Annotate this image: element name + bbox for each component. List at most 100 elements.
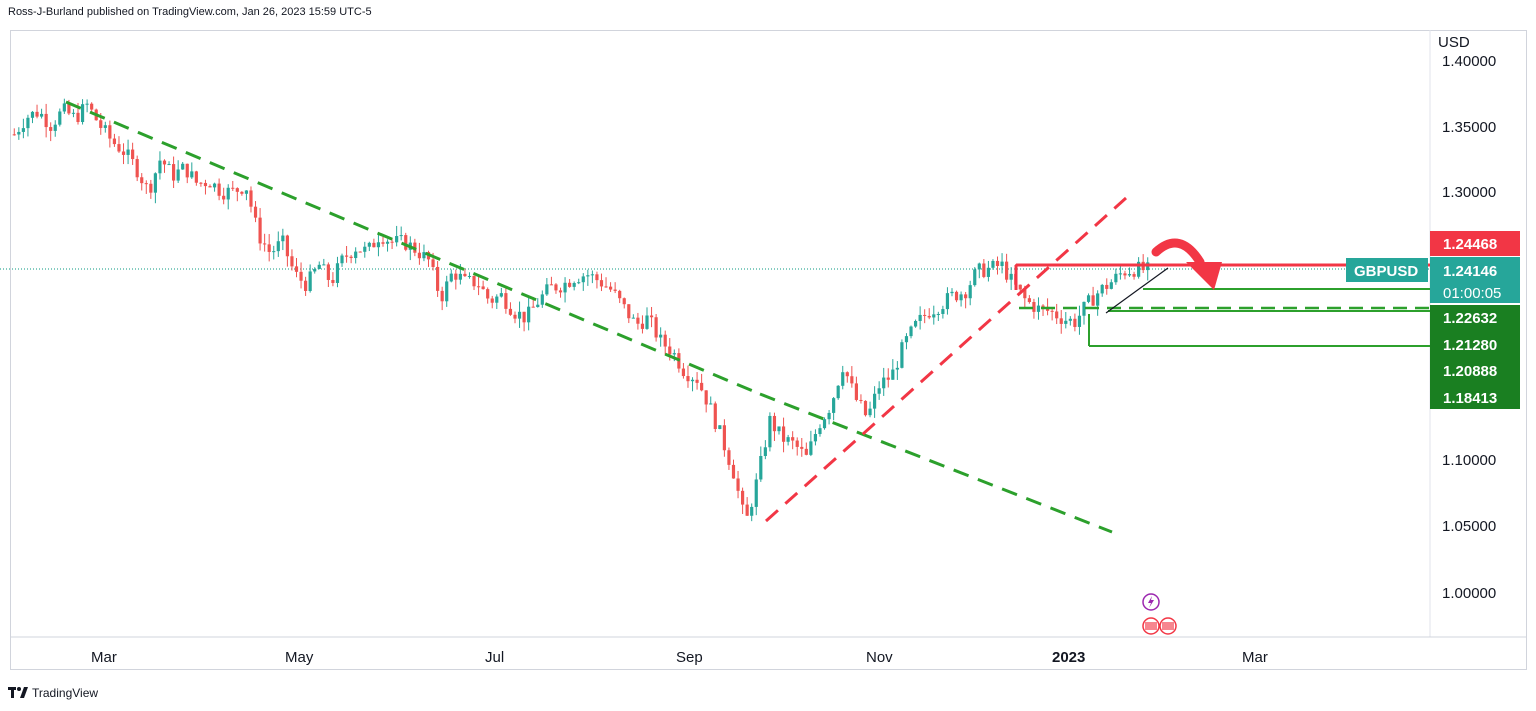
candle-body (527, 306, 531, 323)
candle-body (536, 304, 540, 308)
candle-body (431, 259, 435, 267)
price-tag-resistance (1430, 231, 1520, 256)
candle-body (891, 369, 895, 380)
candle-body (672, 353, 676, 355)
downtrend-line-2 (759, 392, 1113, 534)
candle-body (258, 217, 262, 244)
candle-body (945, 293, 950, 310)
candle-body (1105, 284, 1109, 289)
candle-body (1041, 305, 1045, 307)
candle-body (608, 286, 613, 290)
candle-body (1009, 273, 1013, 280)
candle-body (322, 264, 326, 266)
candle-body (167, 164, 171, 166)
candle-body (1109, 282, 1113, 289)
candle-body (959, 294, 963, 301)
candle-body (12, 134, 16, 136)
footer-brand: TradingView (32, 686, 99, 700)
candle-body (85, 103, 89, 105)
candle-body (599, 280, 604, 287)
candle-body (941, 309, 945, 314)
candle-body (868, 408, 872, 416)
candle-body (517, 311, 522, 319)
candle-body (1027, 298, 1031, 303)
candle-body (809, 441, 813, 455)
candle-body (58, 111, 62, 125)
candle-body (750, 506, 754, 516)
candle-body (476, 286, 481, 288)
candle-body (117, 144, 121, 152)
candle-body (904, 336, 909, 343)
candle-body (595, 274, 599, 281)
y-tick-label: 1.40000 (1442, 53, 1496, 70)
candle-body (822, 419, 827, 429)
candle-body (363, 246, 367, 252)
candle-body (590, 274, 594, 276)
candle-body (344, 255, 349, 257)
candle-body (508, 308, 513, 315)
candle-body (540, 294, 544, 305)
price-tag-text: 1.18413 (1443, 390, 1497, 407)
candle-body (986, 267, 990, 277)
candle-body (53, 124, 57, 131)
candle-body (1036, 305, 1041, 312)
price-tags: 1.24468 GBPUSD 1.24146 01:00:05 1.22632 … (1346, 231, 1520, 409)
candle-body (636, 317, 640, 324)
candle-body (791, 437, 795, 441)
candle-body (17, 131, 21, 135)
events-markers[interactable] (1142, 593, 1177, 635)
candle-body (549, 284, 554, 286)
price-axis: USD 1.40000 1.35000 1.30000 1.10000 1.05… (1438, 34, 1496, 602)
candle-body (335, 263, 340, 283)
candle-body (267, 244, 271, 252)
candle-body (76, 112, 80, 123)
candle-body (772, 415, 777, 432)
candle-body (1050, 310, 1054, 312)
candle-body (308, 271, 312, 291)
candle-body (449, 273, 453, 282)
candle-body (103, 125, 107, 128)
candle-body (62, 103, 66, 112)
candle-body (249, 190, 253, 207)
candle-body (231, 187, 235, 189)
price-tag-support (1430, 383, 1520, 409)
candle-body (458, 273, 462, 280)
candle-body (659, 334, 663, 338)
symbol-tag-text: GBPUSD (1354, 263, 1418, 280)
candle-body (977, 263, 981, 270)
candle-body (1032, 302, 1036, 312)
candle-body (263, 243, 267, 245)
candle-body (472, 275, 476, 287)
candle-body (481, 286, 485, 290)
candle-body (26, 117, 30, 129)
candle-body (331, 279, 335, 283)
candle-body (30, 111, 35, 118)
candle-body (194, 171, 198, 183)
candle-body (645, 315, 649, 329)
candle-body (404, 235, 408, 250)
candle-body (759, 456, 763, 480)
candle-body (722, 425, 726, 451)
candle-body (21, 128, 25, 132)
candle-body (162, 160, 167, 165)
candle-body (640, 323, 645, 329)
y-tick-label: 1.00000 (1442, 585, 1496, 602)
candle-body (185, 163, 189, 178)
candle-body (613, 289, 617, 291)
candle-body (604, 286, 608, 288)
candle-body (80, 104, 85, 123)
candle-body (936, 313, 940, 315)
candle-body (950, 291, 954, 294)
candle-body (795, 440, 799, 447)
candle-body (1100, 284, 1104, 294)
candle-body (681, 368, 686, 377)
candle-body (841, 372, 845, 386)
candle-body (313, 269, 317, 272)
price-tag-text: 1.24468 (1443, 236, 1497, 253)
candle-body (832, 398, 836, 413)
candle-body (1096, 293, 1100, 306)
candle-body (390, 241, 394, 243)
candle-body (877, 388, 881, 394)
candle-body (1123, 273, 1127, 276)
